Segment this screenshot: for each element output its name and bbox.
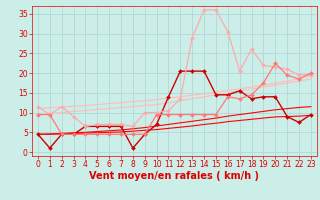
X-axis label: Vent moyen/en rafales ( km/h ): Vent moyen/en rafales ( km/h ) xyxy=(89,171,260,181)
